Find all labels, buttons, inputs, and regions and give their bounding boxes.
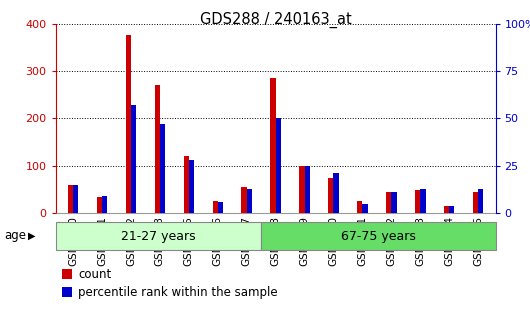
Bar	[97, 197, 102, 213]
Bar	[305, 166, 310, 213]
Bar	[363, 204, 368, 213]
Bar	[276, 119, 281, 213]
Bar	[189, 160, 194, 213]
Bar	[420, 189, 426, 213]
Bar	[444, 206, 449, 213]
Bar	[473, 192, 478, 213]
Legend: count, percentile rank within the sample: count, percentile rank within the sample	[61, 268, 278, 299]
Text: 21-27 years: 21-27 years	[121, 229, 196, 243]
Bar	[183, 157, 189, 213]
Bar	[246, 189, 252, 213]
Bar	[357, 202, 363, 213]
Bar	[126, 35, 131, 213]
Bar	[102, 196, 107, 213]
Bar	[131, 105, 136, 213]
Bar	[213, 202, 218, 213]
Bar	[391, 193, 396, 213]
Bar	[270, 78, 276, 213]
Text: age: age	[4, 229, 26, 242]
Bar	[333, 173, 339, 213]
Bar	[415, 190, 420, 213]
Bar	[299, 166, 305, 213]
Bar	[242, 187, 246, 213]
Bar	[155, 85, 160, 213]
Bar	[328, 178, 333, 213]
Bar	[56, 222, 261, 250]
Text: GDS288 / 240163_at: GDS288 / 240163_at	[200, 12, 351, 28]
Text: ▶: ▶	[28, 231, 35, 241]
Bar	[261, 222, 496, 250]
Bar	[218, 202, 223, 213]
Bar	[478, 189, 483, 213]
Bar	[449, 206, 454, 213]
Bar	[73, 185, 78, 213]
Bar	[68, 185, 73, 213]
Bar	[386, 192, 391, 213]
Text: 67-75 years: 67-75 years	[341, 229, 416, 243]
Bar	[160, 124, 165, 213]
